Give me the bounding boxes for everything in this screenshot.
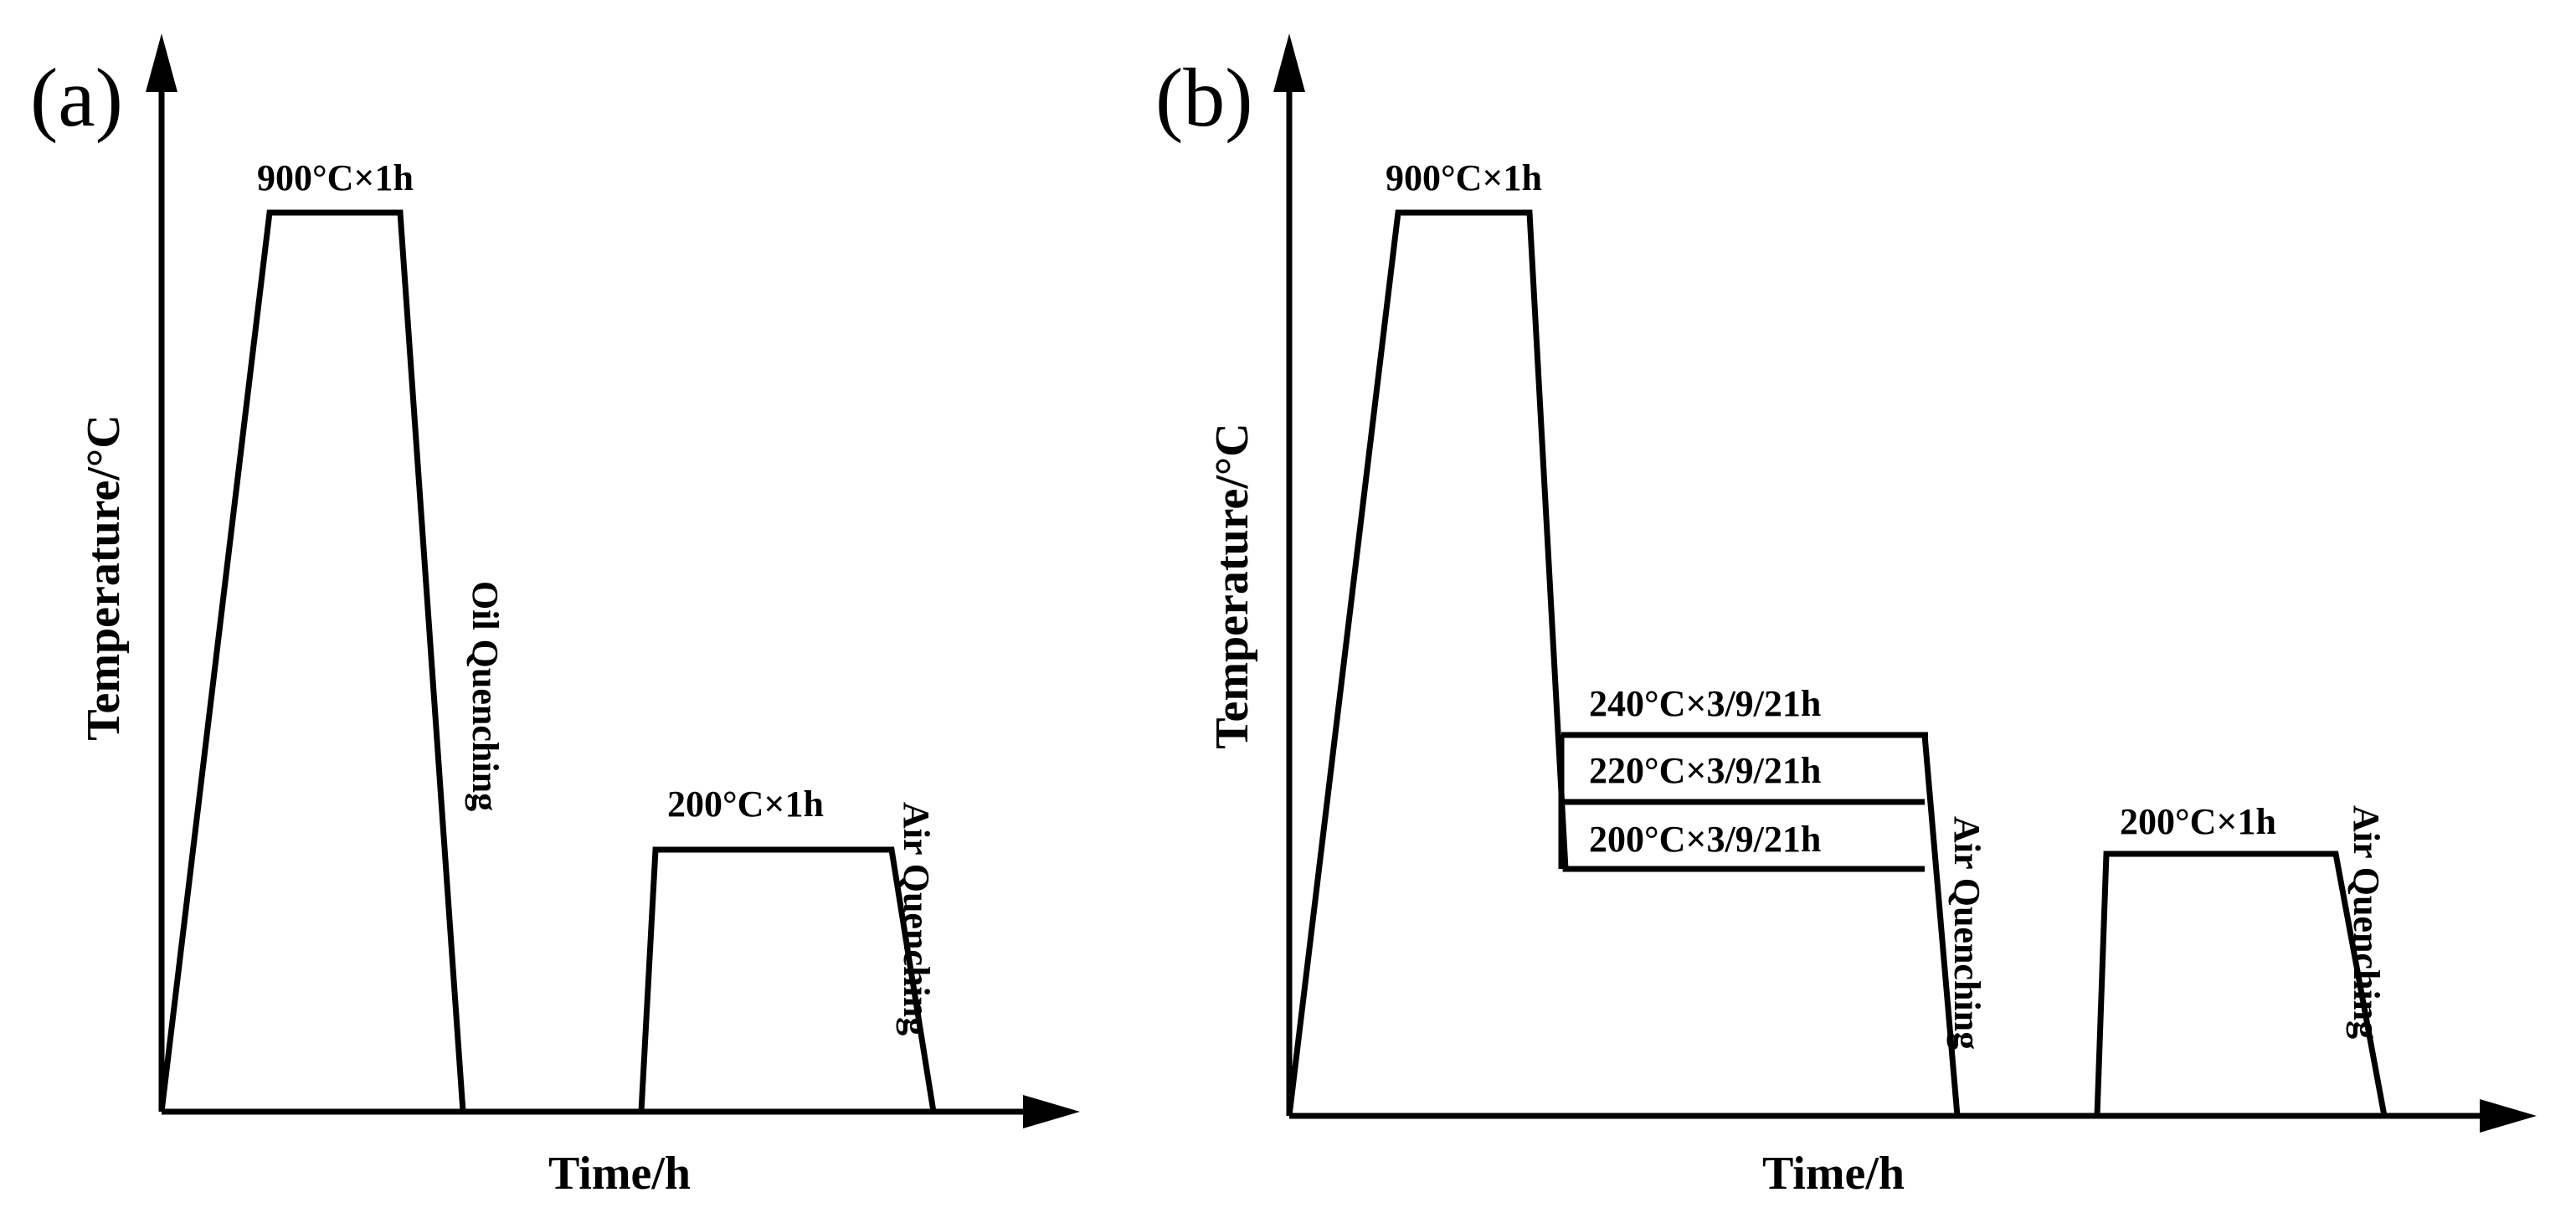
panel-a-austenitize-label: 900°C×1h — [257, 157, 414, 198]
panel-a: (a) 900°C×1h 200°C×1h Oil Quenching Air … — [30, 33, 1080, 1200]
panel-b-temper-label: 200°C×1h — [2120, 801, 2276, 842]
panel-b-temper-curve — [2094, 851, 2388, 1117]
panel-a-y-axis-title: Temperature/°C — [78, 414, 130, 740]
panel-a-x-arrow-icon — [1023, 1095, 1080, 1128]
panel-b: (b) 900°C×1h 240°C×3/9/21h 220°C×3/9/21h… — [1155, 33, 2537, 1200]
panel-b-hold-220-label: 220°C×3/9/21h — [1589, 750, 1821, 791]
panel-a-x-axis-title: Time/h — [548, 1148, 691, 1200]
panel-a-y-arrow-icon — [146, 33, 177, 92]
panel-a-process-curve — [158, 209, 937, 1115]
panel-b-austenitize-label: 900°C×1h — [1386, 157, 1542, 198]
panel-b-process-curve — [1286, 209, 1925, 1117]
panel-b-x-arrow-icon — [2480, 1099, 2537, 1133]
panel-a-temper-label: 200°C×1h — [667, 784, 824, 825]
panel-b-hold-240-label: 240°C×3/9/21h — [1589, 683, 1821, 724]
panel-a-final-quench-label: Air Quenching — [896, 802, 937, 1036]
panel-b-y-arrow-icon — [1273, 33, 1305, 92]
panel-b-final-quench-label: Air Quenching — [2346, 805, 2387, 1039]
panel-b-x-axis-title: Time/h — [1762, 1148, 1905, 1200]
panel-b-y-axis-title: Temperature/°C — [1206, 423, 1258, 748]
panel-b-hold-200-label: 200°C×3/9/21h — [1589, 819, 1821, 860]
panel-b-quench-label: Air Quenching — [1946, 816, 1987, 1050]
panel-b-air-quench-drop — [1921, 734, 1961, 1117]
panel-b-label: (b) — [1155, 51, 1253, 144]
panel-a-label: (a) — [30, 51, 123, 144]
panel-a-quench-label: Oil Quenching — [465, 581, 506, 811]
